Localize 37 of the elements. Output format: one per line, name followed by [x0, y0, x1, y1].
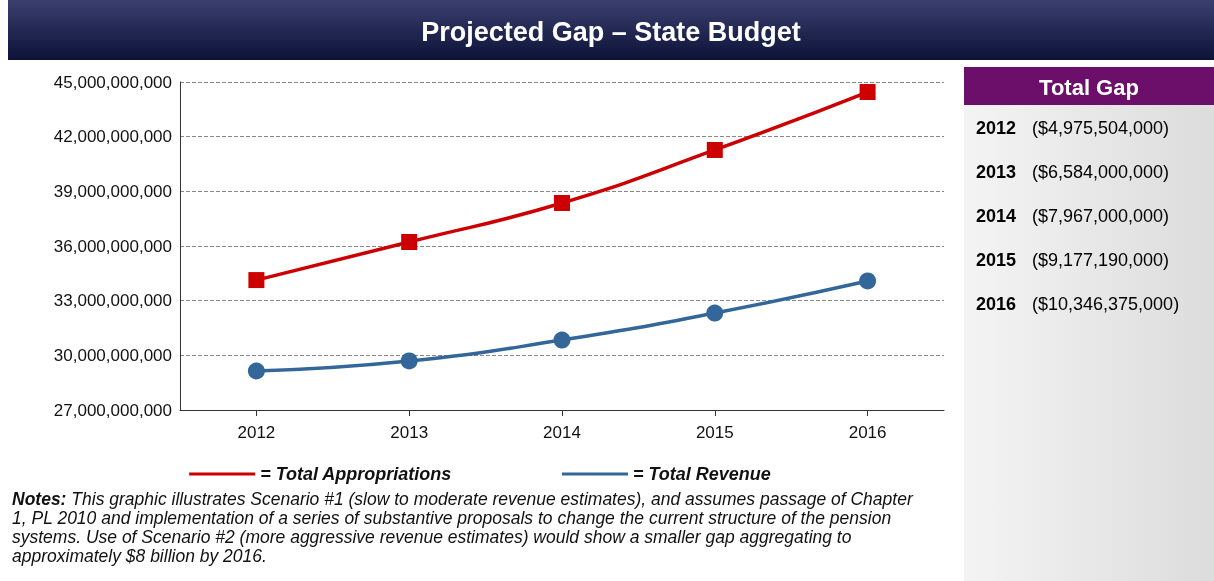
x-tick-label: 2013 — [390, 423, 429, 442]
text: Notes: This graphic illustrates Scenario #1 (slow to moderate revenue estimates), and assumes passage of Chapter 1, PL 2010 and implementation of a series of substantive proposals to change the current structure of the pension systems. Use of Scenario #2 (more aggressive revenue estimates) would show a smaller gap aggregating to approximately $8 billion by 2016. — [12, 489, 915, 566]
text: ($9,177,190,000) — [1032, 248, 1171, 272]
point — [859, 84, 876, 101]
text: 2016 — [976, 292, 1018, 316]
point — [247, 362, 265, 380]
point — [553, 331, 571, 349]
text: Total Gap — [964, 67, 1214, 105]
text: 2013 — [976, 160, 1018, 184]
y-tick-label: 45,000,000,000 — [53, 72, 172, 92]
point — [248, 272, 265, 289]
point — [859, 272, 877, 290]
point — [706, 141, 723, 158]
x-tick-label: 2015 — [695, 423, 734, 442]
text: ($7,967,000,000) — [1032, 204, 1171, 228]
x-tick-label: 2014 — [543, 423, 581, 442]
y-tick-label: 39,000,000,000 — [53, 181, 172, 201]
text: 2015 — [976, 248, 1018, 272]
text: ($4,975,504,000) — [1032, 116, 1171, 140]
legend-label: = Total Appropriations — [260, 464, 452, 484]
x-tick-label: 2016 — [848, 423, 887, 442]
x-tick-label: 2012 — [237, 423, 276, 442]
text: ($6,584,000,000) — [1032, 160, 1171, 184]
y-tick-label: 30,000,000,000 — [53, 345, 172, 365]
y-tick-label: 36,000,000,000 — [53, 236, 172, 256]
text: 2014 — [976, 204, 1018, 228]
point — [554, 195, 570, 211]
y-tick-label: 42,000,000,000 — [53, 127, 172, 147]
text: ($10,346,375,000) — [1032, 292, 1180, 316]
y-tick-label: 33,000,000,000 — [53, 291, 172, 311]
text: 2012 — [976, 116, 1018, 140]
point — [400, 352, 418, 370]
legend-label: = Total Revenue — [632, 464, 771, 484]
point — [706, 304, 724, 322]
point — [401, 233, 418, 250]
y-tick-label: 27,000,000,000 — [53, 400, 172, 420]
chart-title: Projected Gap – State Budget — [8, 0, 1214, 60]
